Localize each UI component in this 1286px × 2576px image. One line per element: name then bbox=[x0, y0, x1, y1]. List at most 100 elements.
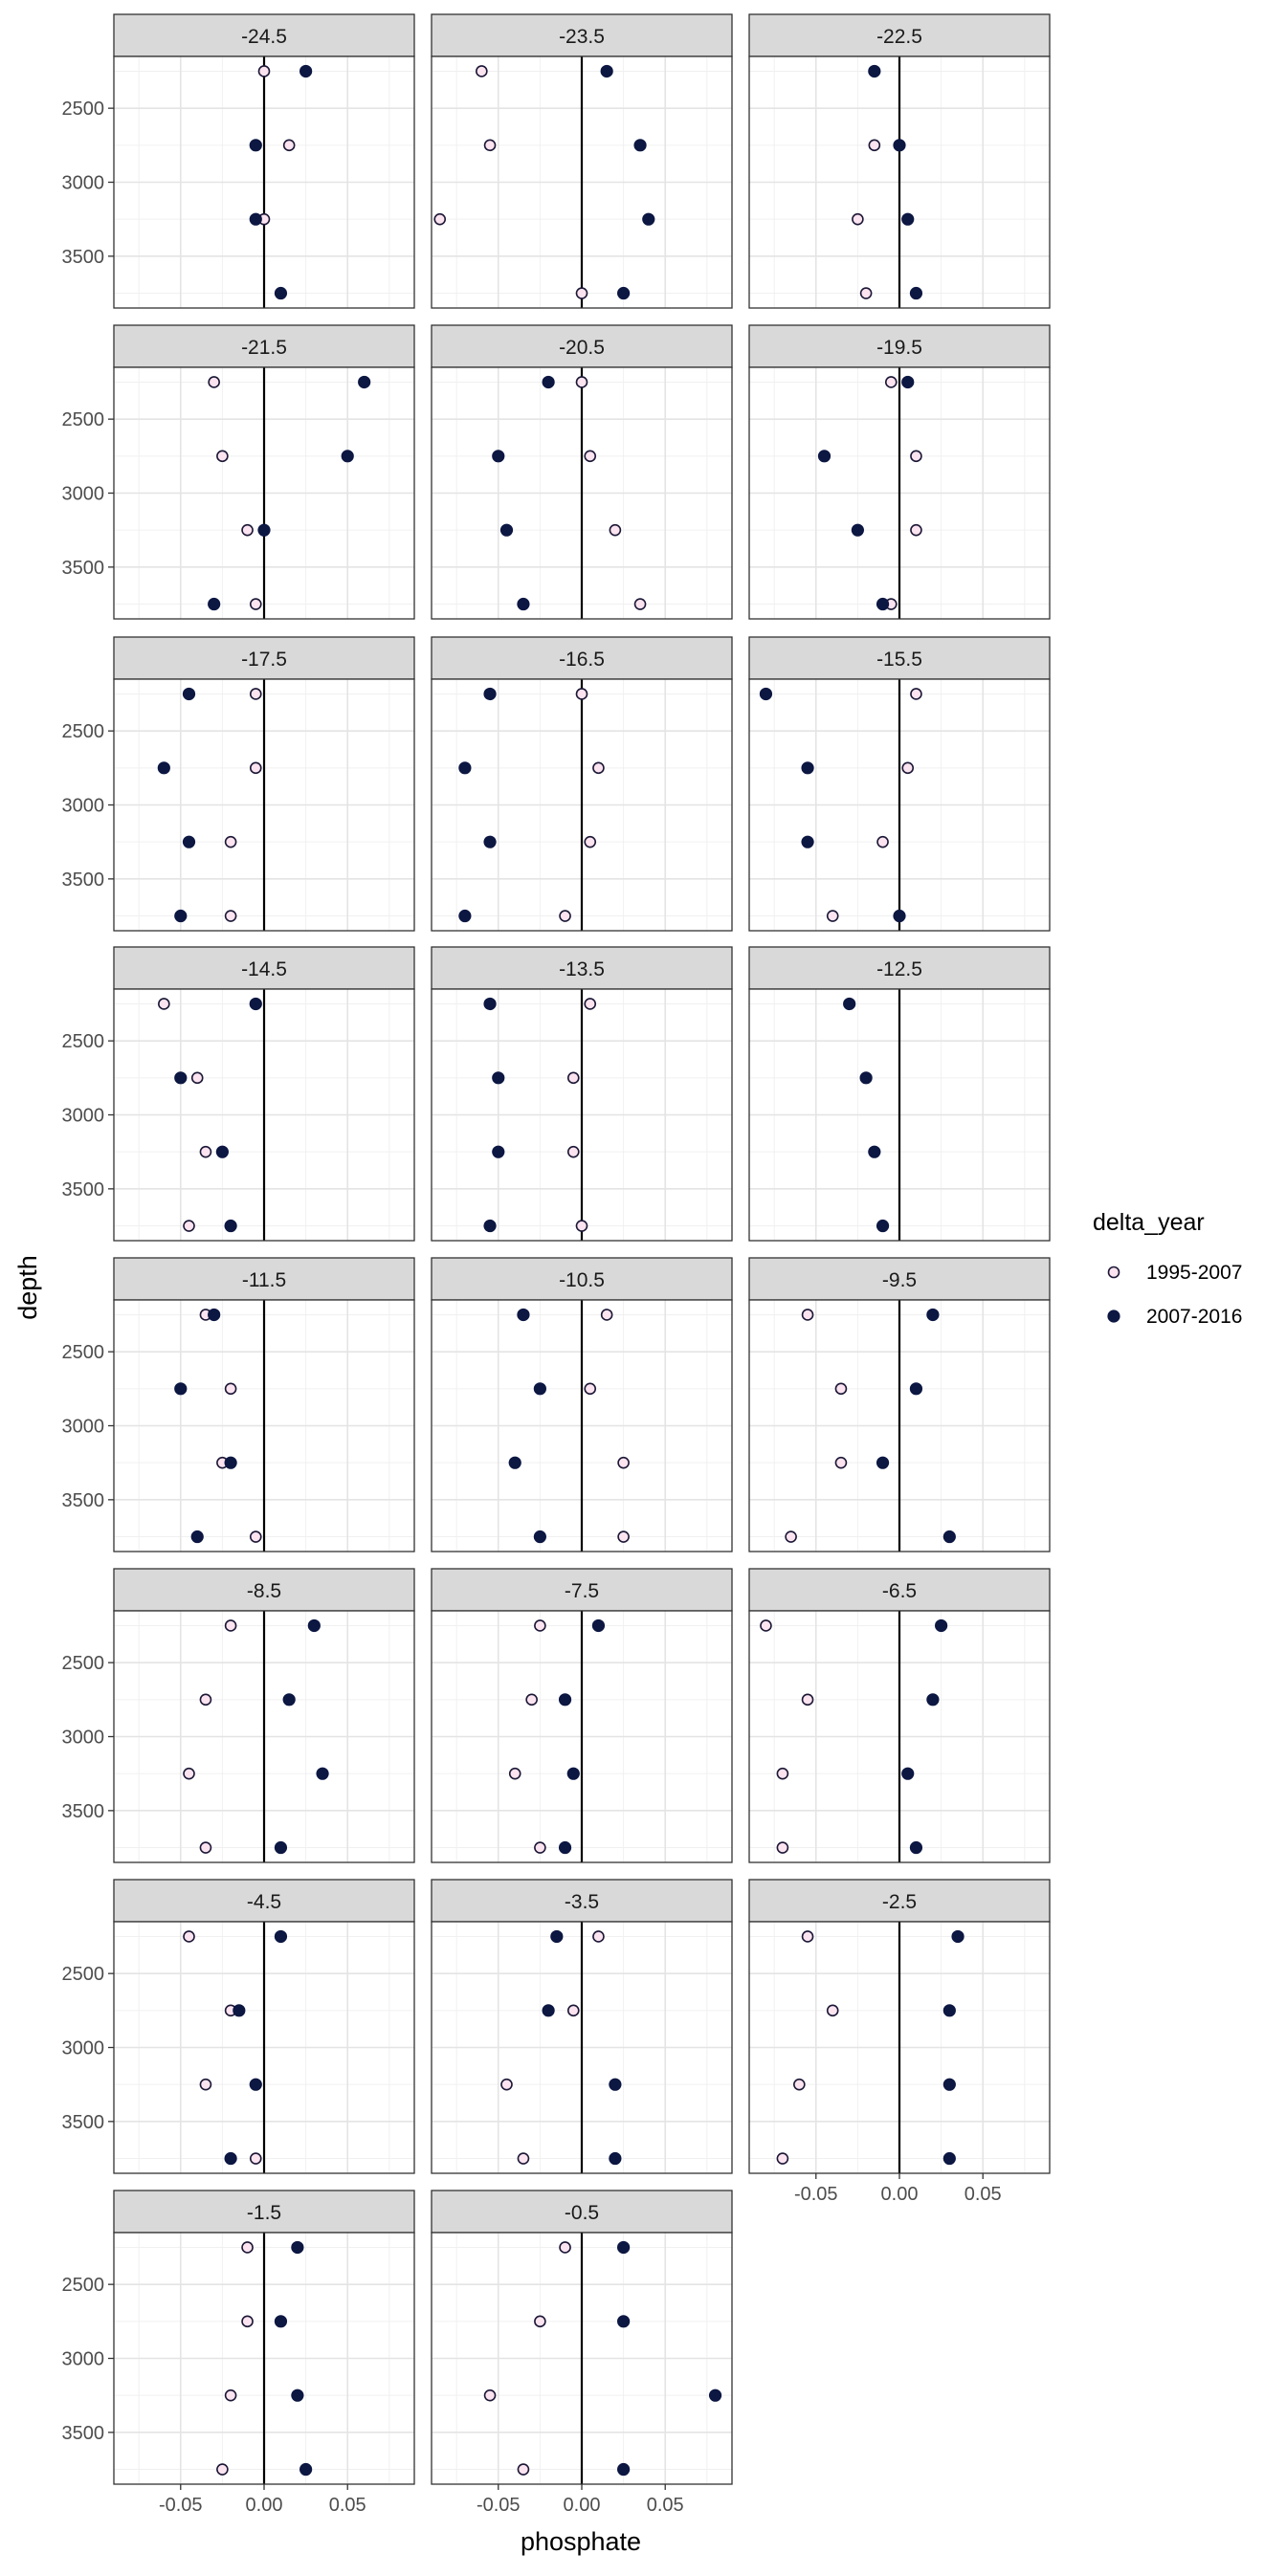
point-2007-2016 bbox=[600, 64, 613, 78]
point-2007-2016 bbox=[901, 212, 915, 226]
point-2007-2016 bbox=[893, 909, 906, 923]
facet-title: -1.5 bbox=[247, 2202, 281, 2224]
point-1995-2007 bbox=[525, 1693, 538, 1706]
point-2007-2016 bbox=[274, 286, 288, 300]
y-tick-label: 2500 bbox=[62, 1031, 105, 1052]
point-2007-2016 bbox=[558, 1840, 572, 1855]
facet-strip bbox=[113, 324, 415, 368]
point-2007-2016 bbox=[483, 835, 497, 848]
y-tick-label: 3000 bbox=[62, 484, 105, 505]
facet-panel: -21.5 bbox=[113, 324, 415, 620]
facet-title: -16.5 bbox=[559, 649, 605, 671]
legend-key bbox=[1107, 1266, 1120, 1279]
point-2007-2016 bbox=[517, 597, 530, 611]
point-1995-2007 bbox=[249, 598, 262, 610]
point-2007-2016 bbox=[249, 212, 262, 226]
point-1995-2007 bbox=[249, 688, 262, 700]
point-2007-2016 bbox=[801, 761, 814, 775]
panel-border bbox=[748, 1299, 1051, 1552]
facet-panel: -10.5 bbox=[431, 1257, 733, 1552]
point-1995-2007 bbox=[785, 1530, 797, 1543]
point-1995-2007 bbox=[249, 1530, 262, 1543]
facet-panel: -13.5 bbox=[431, 946, 733, 1242]
panel-border bbox=[431, 1610, 733, 1863]
point-2007-2016 bbox=[566, 1767, 580, 1780]
point-1995-2007 bbox=[433, 212, 447, 226]
facet-strip bbox=[113, 946, 415, 990]
panel-border bbox=[748, 988, 1051, 1242]
point-1995-2007 bbox=[534, 1619, 546, 1632]
point-1995-2007 bbox=[793, 2078, 806, 2091]
point-1995-2007 bbox=[776, 1841, 789, 1854]
point-1995-2007 bbox=[559, 2241, 571, 2254]
point-2007-2016 bbox=[876, 1456, 890, 1469]
point-2007-2016 bbox=[182, 835, 196, 848]
facet-title: -14.5 bbox=[241, 958, 287, 980]
facet-panel: -4.5 bbox=[113, 1879, 415, 2174]
point-1995-2007 bbox=[584, 998, 597, 1010]
point-2007-2016 bbox=[901, 375, 915, 389]
x-tick-label: 0.00 bbox=[246, 2495, 283, 2516]
facet-panel: -17.5 bbox=[113, 636, 415, 932]
point-2007-2016 bbox=[909, 1382, 923, 1396]
point-2007-2016 bbox=[249, 139, 262, 152]
point-2007-2016 bbox=[843, 997, 856, 1011]
point-1995-2007 bbox=[617, 1530, 630, 1543]
y-tick-label: 3000 bbox=[62, 173, 105, 194]
y-tick-label: 3500 bbox=[62, 558, 105, 579]
point-1995-2007 bbox=[224, 2389, 237, 2402]
point-2007-2016 bbox=[291, 2240, 304, 2255]
point-2007-2016 bbox=[274, 1929, 288, 1944]
facet-panel: -0.5 bbox=[431, 2190, 733, 2485]
legend: delta_year 1995-2007 2007-2016 bbox=[1093, 1209, 1242, 1328]
point-1995-2007 bbox=[483, 139, 497, 152]
point-1995-2007 bbox=[183, 1767, 195, 1780]
facet-strip bbox=[431, 1257, 733, 1301]
y-tick-label: 3000 bbox=[62, 2038, 105, 2059]
point-2007-2016 bbox=[299, 64, 313, 78]
legend-key bbox=[1107, 1310, 1120, 1323]
point-2007-2016 bbox=[633, 139, 647, 152]
y-tick-label: 3000 bbox=[62, 796, 105, 817]
point-2007-2016 bbox=[316, 1767, 329, 1780]
facet-strip bbox=[748, 1879, 1051, 1923]
y-tick-label: 2500 bbox=[62, 721, 105, 742]
y-tick-label: 2500 bbox=[62, 2275, 105, 2296]
y-tick-label: 2500 bbox=[62, 409, 105, 430]
point-2007-2016 bbox=[893, 139, 906, 152]
point-2007-2016 bbox=[617, 286, 631, 300]
point-2007-2016 bbox=[801, 835, 814, 848]
point-2007-2016 bbox=[942, 2078, 956, 2091]
point-2007-2016 bbox=[558, 1693, 572, 1706]
facet-strip bbox=[431, 1568, 733, 1612]
point-2007-2016 bbox=[868, 1145, 881, 1158]
point-2007-2016 bbox=[282, 1693, 296, 1706]
point-2007-2016 bbox=[851, 523, 864, 537]
point-2007-2016 bbox=[190, 1530, 204, 1544]
panel-border bbox=[431, 1921, 733, 2174]
point-2007-2016 bbox=[257, 523, 271, 537]
y-tick-label: 3000 bbox=[62, 1728, 105, 1749]
point-2007-2016 bbox=[909, 286, 923, 300]
facet-strip bbox=[113, 636, 415, 680]
facet-panel: -23.5 bbox=[431, 13, 733, 309]
point-1995-2007 bbox=[483, 2389, 497, 2402]
facet-panels: -24.5 -23.5 -22.5 -21.5 -20.5 -19.5 -17.5 -16.5… bbox=[113, 13, 1051, 2485]
panel-border bbox=[431, 55, 733, 309]
point-2007-2016 bbox=[533, 1382, 546, 1396]
point-2007-2016 bbox=[508, 1456, 521, 1469]
point-2007-2016 bbox=[233, 2004, 246, 2017]
point-1995-2007 bbox=[224, 1382, 237, 1396]
point-2007-2016 bbox=[942, 1530, 956, 1544]
facet-title: -0.5 bbox=[565, 2202, 599, 2224]
point-1995-2007 bbox=[508, 1767, 521, 1780]
facet-title: -7.5 bbox=[565, 1580, 599, 1602]
point-1995-2007 bbox=[241, 2315, 254, 2328]
facet-strip bbox=[113, 13, 415, 57]
y-tick-label: 3000 bbox=[62, 1417, 105, 1438]
facet-title: -11.5 bbox=[242, 1269, 286, 1291]
point-1995-2007 bbox=[575, 1220, 588, 1232]
facet-title: -4.5 bbox=[247, 1891, 281, 1913]
facet-title: -13.5 bbox=[559, 958, 605, 980]
